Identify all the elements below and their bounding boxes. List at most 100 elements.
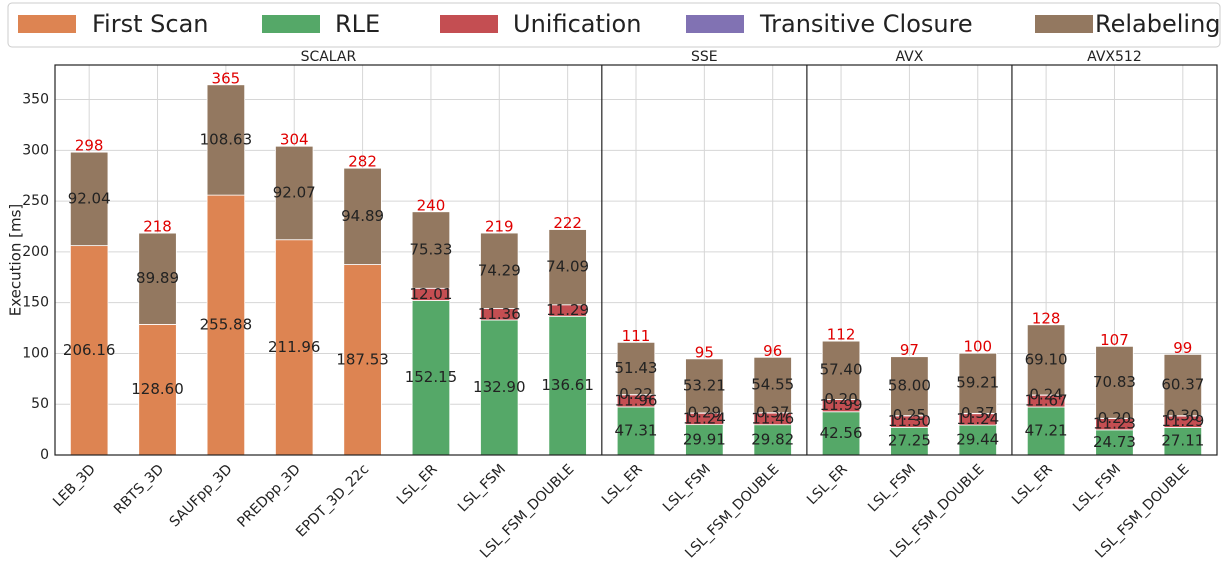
x-tick-label: RBTS_3D — [111, 461, 167, 517]
value-label: 0.37 — [756, 403, 789, 421]
total-label: 298 — [75, 137, 104, 155]
total-label: 218 — [143, 218, 172, 236]
value-label: 92.04 — [68, 189, 111, 207]
value-label: 11.36 — [478, 305, 521, 323]
x-tick-label: LSL_FSM — [455, 461, 509, 515]
x-tick-label: PREDpp_3D — [234, 461, 303, 530]
bar-segment — [411, 211, 451, 289]
bar-segment — [480, 232, 519, 309]
legend-label: Transitive Closure — [759, 10, 973, 38]
value-label: 75.33 — [409, 241, 452, 259]
total-label: 240 — [417, 196, 446, 214]
value-label: 11.67 — [1025, 392, 1068, 410]
bar-segment — [890, 356, 929, 416]
legend-swatch — [262, 15, 320, 33]
value-label: 136.61 — [541, 376, 594, 394]
x-tick-label: LSL_ER — [394, 461, 441, 508]
value-label: 59.21 — [956, 374, 999, 392]
value-label: 74.09 — [546, 258, 589, 276]
legend-label: Unification — [513, 10, 641, 38]
bar-segment — [685, 358, 724, 414]
value-label: 132.90 — [473, 378, 526, 396]
total-label: 112 — [827, 326, 856, 344]
total-label: 107 — [1100, 331, 1129, 349]
y-tick-label: 250 — [22, 193, 49, 209]
x-tick-label: EPDT_3D_22c — [293, 461, 372, 540]
y-tick-label: 150 — [22, 295, 49, 311]
total-label: 96 — [763, 342, 782, 360]
x-tick-label: LSL_FSM — [1070, 461, 1124, 515]
value-label: 11.29 — [546, 301, 589, 319]
value-label: 206.16 — [63, 341, 116, 359]
value-label: 29.91 — [683, 430, 726, 448]
value-label: 0.37 — [961, 404, 994, 422]
value-label: 11.23 — [1093, 415, 1136, 433]
total-label: 95 — [695, 343, 714, 361]
value-label: 12.01 — [409, 285, 452, 303]
bar-segment — [275, 145, 314, 241]
y-tick-label: 350 — [22, 92, 49, 108]
legend-box — [7, 2, 1221, 48]
total-label: 97 — [900, 341, 919, 359]
bar-segment — [206, 84, 246, 196]
panel-title: AVX — [895, 49, 923, 65]
value-label: 0.20 — [824, 390, 857, 408]
x-tick-label: LEB_3D — [50, 461, 99, 510]
total-label: 282 — [348, 153, 377, 171]
value-label: 70.83 — [1093, 373, 1136, 391]
value-label: 11.99 — [820, 396, 863, 414]
plot-frame — [54, 64, 1218, 456]
x-tick-label: SAUFpp_3D — [167, 461, 236, 530]
panel-title: SSE — [691, 49, 718, 65]
bar-segment — [343, 167, 382, 265]
total-label: 100 — [963, 338, 992, 356]
total-label: 365 — [212, 69, 241, 87]
panel-title: AVX512 — [1087, 49, 1142, 65]
bar-segment — [685, 424, 724, 456]
value-label: 11.46 — [751, 409, 794, 427]
y-tick-label: 100 — [22, 345, 49, 361]
y-tick-label: 300 — [22, 142, 49, 158]
value-label: 74.29 — [478, 261, 521, 279]
legend-label: RLE — [335, 10, 380, 38]
legend-swatch — [18, 15, 76, 33]
value-label: 29.44 — [956, 431, 999, 449]
value-label: 0.29 — [688, 404, 721, 422]
x-tick-label: LSL_ER — [1009, 461, 1056, 508]
value-label: 92.07 — [273, 183, 316, 201]
bar-segment — [616, 406, 656, 456]
x-tick-label: LSL_FSM — [660, 461, 714, 515]
value-label: 57.40 — [820, 361, 863, 379]
bar-segment — [753, 356, 792, 414]
value-label: 11.30 — [888, 412, 931, 430]
x-tick-label: LSL_ER — [804, 461, 851, 508]
y-axis-label: Execution [ms] — [7, 204, 25, 317]
value-label: 211.96 — [268, 338, 321, 356]
value-label: 11.29 — [1161, 412, 1204, 430]
value-label: 42.56 — [820, 424, 863, 442]
value-label: 69.10 — [1025, 350, 1068, 368]
bar-segment — [821, 411, 861, 456]
y-tick-label: 200 — [22, 244, 49, 260]
bar-segment — [548, 229, 587, 306]
value-label: 53.21 — [683, 376, 726, 394]
value-label: 108.63 — [200, 130, 253, 148]
value-label: 0.30 — [1166, 406, 1199, 424]
bar-segment — [548, 315, 587, 456]
bar-segment — [1163, 353, 1203, 417]
value-label: 11.24 — [956, 410, 999, 428]
value-label: 0.20 — [1098, 409, 1131, 427]
value-label: 128.60 — [131, 380, 184, 398]
value-label: 89.89 — [136, 269, 179, 287]
value-label: 24.73 — [1093, 433, 1136, 451]
total-label: 99 — [1173, 339, 1192, 357]
value-label: 47.31 — [615, 421, 658, 439]
value-label: 0.24 — [1029, 386, 1062, 404]
value-label: 255.88 — [200, 316, 253, 334]
value-label: 94.89 — [341, 207, 384, 225]
value-label: 27.25 — [888, 432, 931, 450]
x-tick-label: LSL_ER — [599, 461, 646, 508]
legend-swatch — [440, 15, 498, 33]
y-tick-label: 0 — [40, 447, 49, 463]
